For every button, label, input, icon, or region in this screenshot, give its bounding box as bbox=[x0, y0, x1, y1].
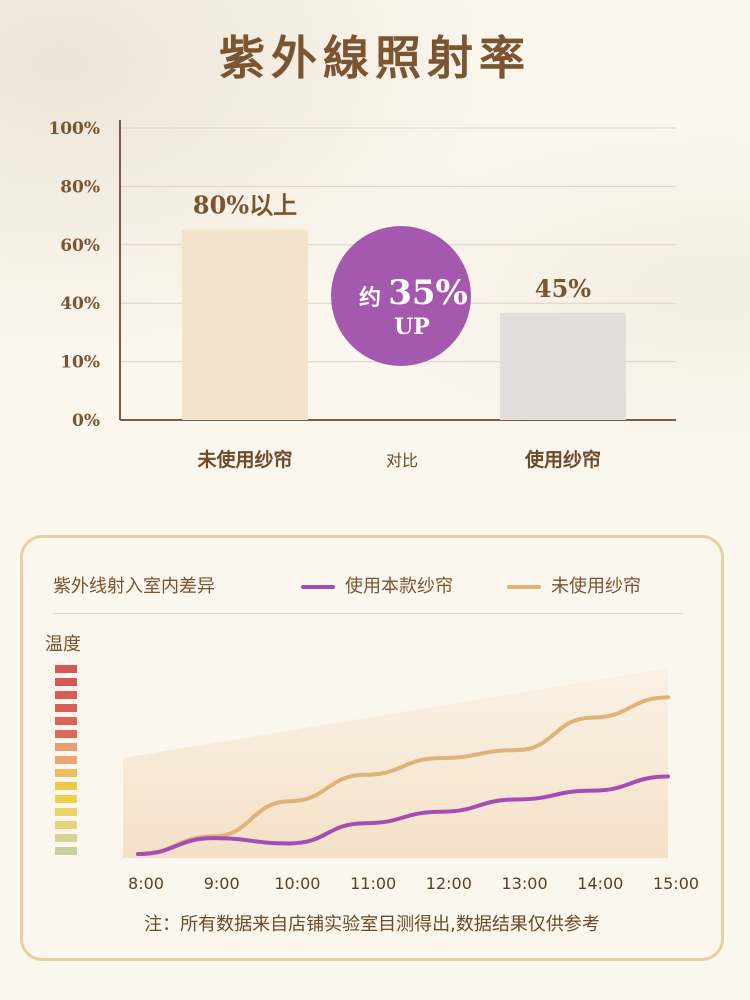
temperature-scale-step bbox=[55, 678, 77, 686]
line-x-axis-ticks: 8:00 9:00 10:00 11:00 12:00 13:00 14:00 15:00 bbox=[128, 874, 699, 893]
temperature-scale-step bbox=[55, 730, 77, 738]
line-x-tick-label: 13:00 bbox=[502, 874, 548, 893]
temperature-scale-step bbox=[55, 782, 77, 790]
temperature-scale-step bbox=[55, 691, 77, 699]
temperature-color-scale bbox=[55, 665, 79, 860]
temperature-scale-step bbox=[55, 743, 77, 751]
line-chart-panel: 紫外线射入室内差异 使用本款纱帘 未使用纱帘 温度 8:00 9:00 10:00 1… bbox=[20, 535, 724, 961]
line-chart: 8:00 9:00 10:00 11:00 12:00 13:00 14:00 15:00 bbox=[123, 668, 699, 893]
panel-divider bbox=[53, 613, 683, 614]
legend-swatch-orange bbox=[507, 585, 541, 589]
line-x-tick-label: 9:00 bbox=[204, 874, 240, 893]
badge-value: 35% bbox=[388, 273, 468, 313]
temperature-scale-step bbox=[55, 795, 77, 803]
line-panel-title: 紫外线射入室内差异 bbox=[53, 576, 215, 597]
temperature-scale-step bbox=[55, 808, 77, 816]
badge-circle bbox=[331, 226, 471, 366]
temperature-scale-step bbox=[55, 821, 77, 829]
bar-y-tick-label: 10% bbox=[60, 353, 100, 373]
temperature-scale-step bbox=[55, 769, 77, 777]
series-line-with-curtain bbox=[136, 774, 670, 856]
bar-y-tick-label: 100% bbox=[48, 119, 100, 139]
bar-y-tick-label: 60% bbox=[60, 236, 100, 256]
chart-title: 紫外線照射率 bbox=[219, 31, 531, 85]
compare-label: 对比 bbox=[386, 451, 418, 470]
chart-glow-area bbox=[123, 668, 668, 858]
series-line-without-curtain bbox=[136, 695, 670, 856]
bar-with-curtain bbox=[500, 312, 626, 420]
footnote: 注：所有数据来自店铺实验室目测得出,数据结果仅供参考 bbox=[144, 914, 600, 935]
line-x-tick-label: 11:00 bbox=[350, 874, 396, 893]
bar-data-label: 45% bbox=[535, 274, 591, 303]
temperature-scale-step bbox=[55, 704, 77, 712]
temperature-scale-step bbox=[55, 834, 77, 842]
line-x-tick-label: 10:00 bbox=[274, 874, 320, 893]
bar-category-label: 未使用纱帘 bbox=[196, 448, 292, 471]
badge-prefix: 约 bbox=[359, 285, 381, 311]
legend-swatch-purple bbox=[301, 585, 335, 589]
temperature-scale-step bbox=[55, 665, 77, 673]
bar-y-tick-label: 80% bbox=[60, 177, 100, 197]
bar-data-label: 80%以上 bbox=[193, 191, 297, 220]
badge-up: UP bbox=[394, 314, 430, 340]
line-x-tick-label: 8:00 bbox=[128, 874, 164, 893]
legend-item-without-curtain: 未使用纱帘 bbox=[507, 572, 641, 598]
temperature-label: 温度 bbox=[45, 634, 81, 655]
bar-y-tick-label: 0% bbox=[72, 411, 100, 431]
temperature-scale-step bbox=[55, 847, 77, 855]
temperature-scale-step bbox=[55, 717, 77, 725]
temperature-scale-step bbox=[55, 756, 77, 764]
legend-item-with-curtain: 使用本款纱帘 bbox=[301, 572, 453, 598]
bar-y-axis-ticks: 100% 80% 60% 40% 10% 0% bbox=[48, 119, 100, 431]
increase-badge: 约 35% UP bbox=[331, 226, 471, 366]
line-x-tick-label: 12:00 bbox=[426, 874, 472, 893]
bar-category-label: 使用纱帘 bbox=[524, 448, 601, 471]
bar-without-curtain bbox=[182, 229, 308, 420]
line-x-tick-label: 15:00 bbox=[653, 874, 699, 893]
bar-y-tick-label: 40% bbox=[60, 294, 100, 314]
legend-label-without: 未使用纱帘 bbox=[551, 576, 641, 597]
line-x-tick-label: 14:00 bbox=[577, 874, 623, 893]
legend-label-with: 使用本款纱帘 bbox=[345, 576, 453, 597]
